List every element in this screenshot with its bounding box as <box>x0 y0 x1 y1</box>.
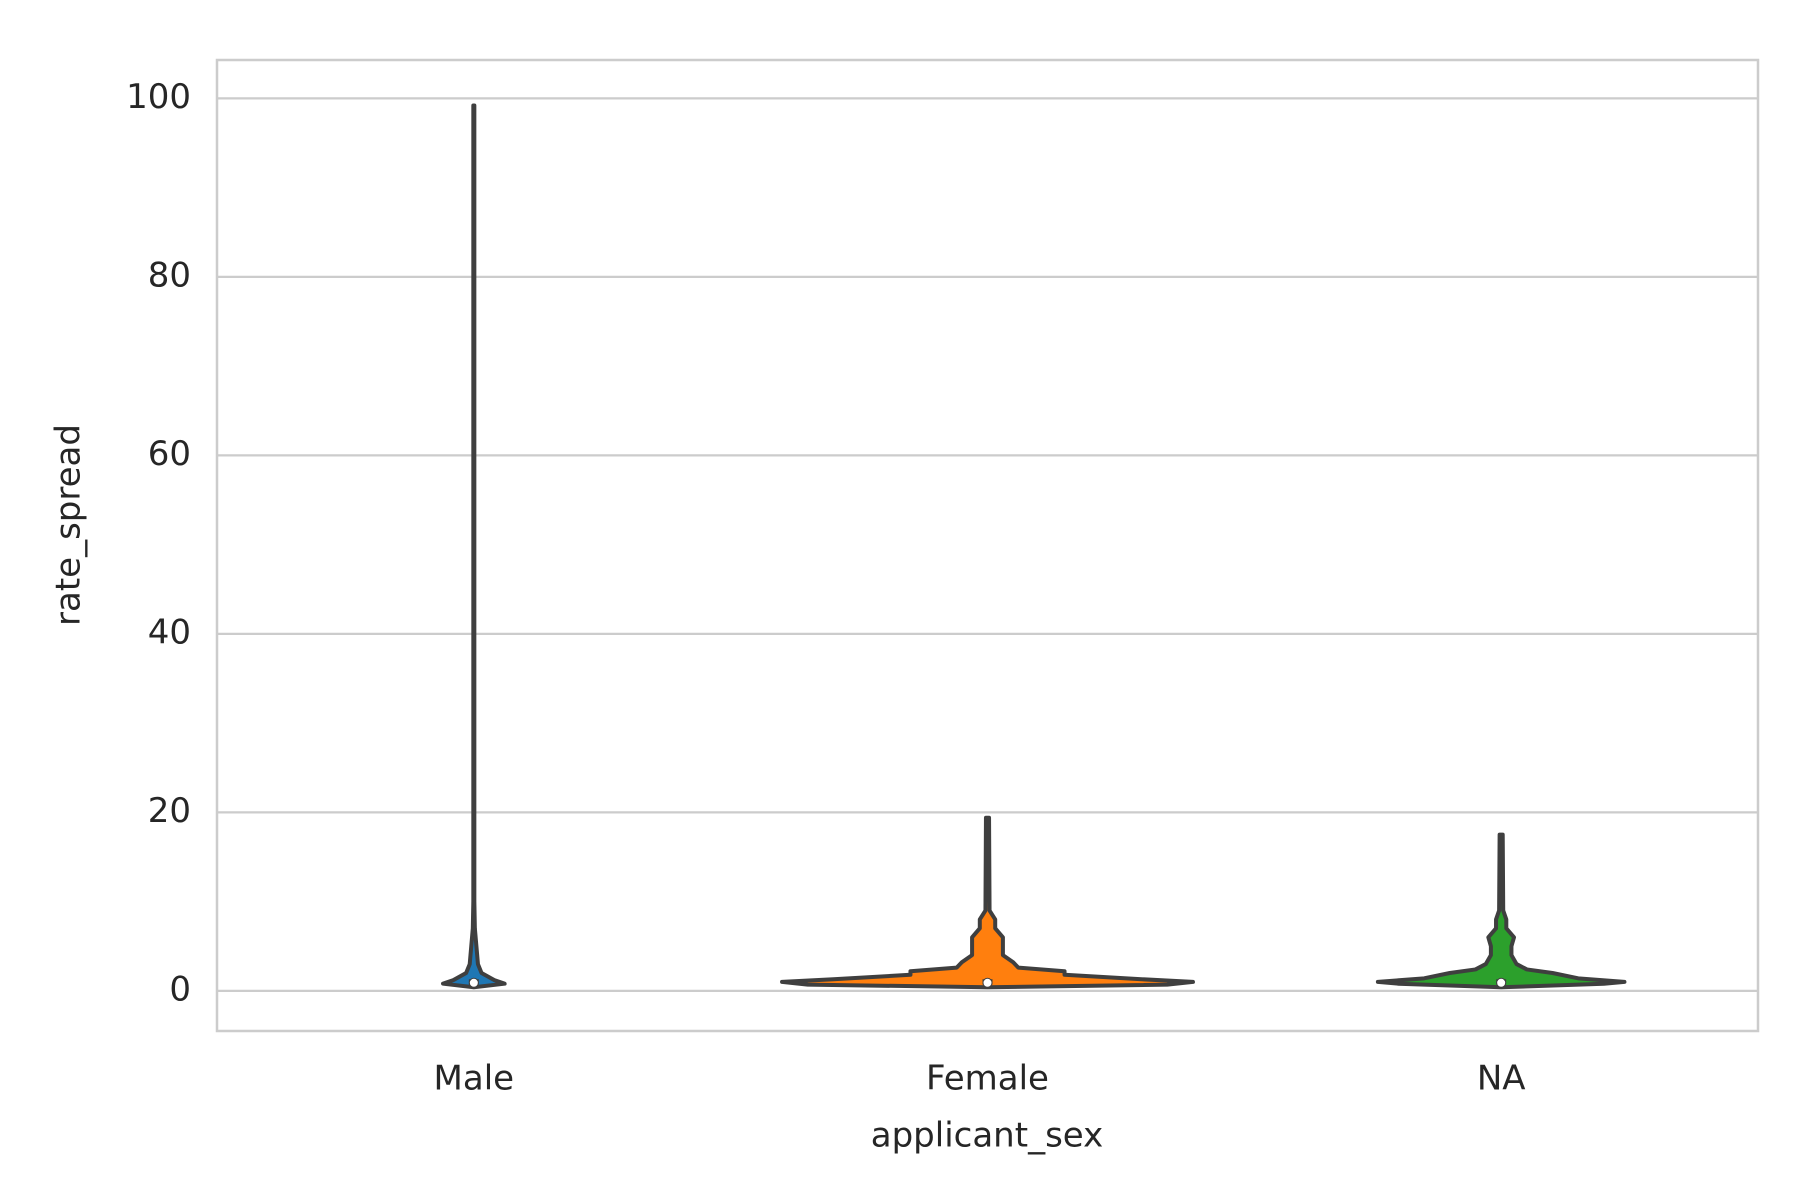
axes-frame <box>215 58 1760 1033</box>
median <box>1496 977 1507 988</box>
y-tick-label: 80 <box>148 255 191 295</box>
x-tick-label: NA <box>1477 1059 1526 1099</box>
y-tick-label: 0 <box>169 969 191 1009</box>
violin <box>780 815 1195 990</box>
y-tick-label: 60 <box>148 434 191 474</box>
y-tick-label: 20 <box>148 791 191 831</box>
x-tick-label: Female <box>926 1059 1049 1099</box>
y-axis-label: rate_spread <box>49 424 89 626</box>
y-tick-label: 40 <box>148 612 191 652</box>
x-axis-label: applicant_sex <box>871 1116 1103 1156</box>
violin <box>1375 832 1627 990</box>
y-tick-label: 100 <box>126 77 191 117</box>
median <box>982 977 993 988</box>
x-tick-label: Male <box>434 1059 515 1099</box>
violin <box>441 103 507 990</box>
median <box>468 977 479 988</box>
